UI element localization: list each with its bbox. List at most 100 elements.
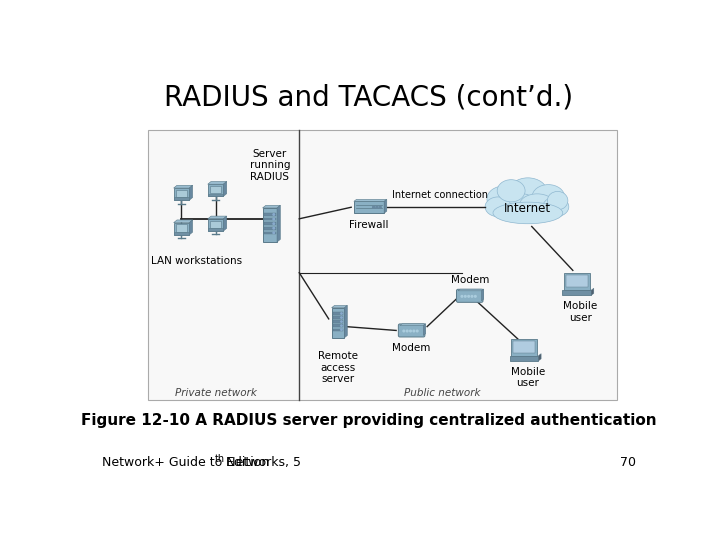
FancyBboxPatch shape — [176, 225, 187, 232]
Circle shape — [341, 329, 342, 330]
Ellipse shape — [532, 185, 564, 210]
Ellipse shape — [520, 194, 555, 216]
Text: Mobile
user: Mobile user — [564, 301, 598, 323]
Text: Internet: Internet — [504, 201, 552, 214]
FancyBboxPatch shape — [562, 290, 591, 295]
Polygon shape — [400, 324, 426, 326]
FancyBboxPatch shape — [513, 341, 535, 353]
Ellipse shape — [508, 178, 547, 207]
FancyBboxPatch shape — [174, 198, 189, 200]
Text: Public network: Public network — [405, 388, 481, 398]
Polygon shape — [208, 181, 227, 184]
Circle shape — [341, 325, 342, 326]
FancyBboxPatch shape — [176, 190, 187, 197]
FancyBboxPatch shape — [264, 222, 276, 225]
FancyBboxPatch shape — [333, 325, 343, 327]
Text: Edition: Edition — [222, 456, 270, 469]
Ellipse shape — [490, 199, 565, 224]
Ellipse shape — [547, 191, 568, 210]
FancyBboxPatch shape — [174, 232, 189, 235]
FancyBboxPatch shape — [210, 186, 222, 193]
Text: RADIUS and TACACS (cont’d.): RADIUS and TACACS (cont’d.) — [164, 83, 574, 111]
Text: Private network: Private network — [176, 388, 257, 398]
Polygon shape — [482, 289, 484, 301]
Circle shape — [474, 295, 476, 297]
Polygon shape — [208, 216, 227, 219]
Text: LAN workstations: LAN workstations — [151, 256, 243, 266]
Circle shape — [373, 206, 374, 208]
Circle shape — [410, 330, 411, 332]
Polygon shape — [332, 306, 347, 308]
Text: Firewall: Firewall — [349, 220, 389, 231]
Polygon shape — [174, 185, 193, 188]
FancyBboxPatch shape — [208, 228, 223, 231]
FancyBboxPatch shape — [263, 208, 277, 242]
Polygon shape — [458, 289, 484, 291]
FancyBboxPatch shape — [208, 219, 223, 231]
Text: th: th — [215, 454, 225, 464]
FancyBboxPatch shape — [208, 194, 223, 197]
Text: Internet connection: Internet connection — [392, 190, 488, 200]
Circle shape — [273, 227, 274, 229]
Circle shape — [273, 232, 274, 234]
FancyBboxPatch shape — [264, 213, 276, 216]
Polygon shape — [354, 199, 387, 201]
Polygon shape — [189, 220, 193, 235]
Circle shape — [464, 295, 466, 297]
Polygon shape — [591, 288, 594, 295]
FancyBboxPatch shape — [174, 188, 189, 200]
FancyBboxPatch shape — [210, 220, 222, 228]
Circle shape — [468, 295, 469, 297]
Circle shape — [341, 321, 342, 322]
Circle shape — [379, 206, 381, 208]
Circle shape — [273, 223, 274, 225]
FancyBboxPatch shape — [566, 275, 588, 287]
Polygon shape — [223, 216, 227, 231]
FancyBboxPatch shape — [332, 308, 344, 338]
FancyBboxPatch shape — [510, 339, 537, 356]
Ellipse shape — [500, 193, 537, 217]
Circle shape — [273, 218, 274, 220]
Circle shape — [376, 206, 378, 208]
Polygon shape — [223, 181, 227, 197]
Circle shape — [273, 214, 274, 215]
Text: Modem: Modem — [451, 275, 489, 285]
Polygon shape — [423, 324, 426, 335]
Text: Network+ Guide to Networks, 5: Network+ Guide to Networks, 5 — [102, 456, 301, 469]
Circle shape — [406, 330, 408, 332]
FancyBboxPatch shape — [208, 184, 223, 197]
Polygon shape — [384, 199, 387, 213]
Circle shape — [403, 330, 405, 332]
FancyBboxPatch shape — [333, 312, 343, 315]
FancyBboxPatch shape — [333, 316, 343, 319]
FancyBboxPatch shape — [264, 218, 276, 220]
Polygon shape — [263, 205, 280, 208]
Circle shape — [341, 317, 342, 318]
Text: 70: 70 — [621, 456, 636, 469]
FancyBboxPatch shape — [264, 227, 276, 229]
Ellipse shape — [498, 180, 525, 202]
Ellipse shape — [543, 197, 569, 217]
Text: Mobile
user: Mobile user — [510, 367, 545, 388]
Polygon shape — [189, 185, 193, 200]
Text: Figure 12-10 A RADIUS server providing centralized authentication: Figure 12-10 A RADIUS server providing c… — [81, 413, 657, 428]
FancyBboxPatch shape — [264, 232, 276, 234]
Text: Remote
access
server: Remote access server — [318, 351, 358, 384]
Polygon shape — [174, 220, 193, 222]
Polygon shape — [277, 205, 280, 242]
FancyBboxPatch shape — [398, 324, 425, 337]
FancyBboxPatch shape — [333, 320, 343, 323]
FancyBboxPatch shape — [174, 222, 189, 235]
FancyBboxPatch shape — [354, 201, 384, 213]
Circle shape — [413, 330, 415, 332]
Circle shape — [341, 313, 342, 314]
FancyBboxPatch shape — [456, 289, 483, 302]
FancyBboxPatch shape — [510, 356, 539, 361]
Text: Server
running
RADIUS: Server running RADIUS — [250, 148, 290, 182]
FancyBboxPatch shape — [148, 130, 617, 400]
Ellipse shape — [487, 186, 522, 212]
Circle shape — [471, 295, 473, 297]
Circle shape — [416, 330, 418, 332]
Polygon shape — [539, 354, 541, 361]
Circle shape — [461, 295, 463, 297]
